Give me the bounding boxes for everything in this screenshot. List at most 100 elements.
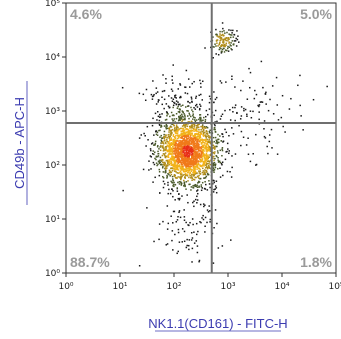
- event-dot: [300, 115, 302, 117]
- event-dot: [176, 129, 178, 131]
- event-dot: [177, 181, 179, 184]
- event-dot: [156, 91, 159, 93]
- event-dot: [183, 168, 185, 170]
- event-dot: [205, 115, 207, 118]
- event-dot: [184, 176, 186, 178]
- event-dot: [202, 130, 205, 132]
- event-dot: [253, 97, 256, 100]
- event-dot: [193, 140, 196, 143]
- event-dot: [214, 147, 216, 149]
- event-dot: [180, 116, 182, 118]
- event-dot: [170, 162, 173, 164]
- event-dot: [193, 179, 196, 181]
- event-dot: [189, 134, 192, 136]
- event-dot: [205, 143, 208, 145]
- event-dot: [220, 39, 222, 41]
- event-dot: [201, 165, 203, 167]
- event-dot: [222, 45, 225, 47]
- event-dot: [224, 128, 226, 131]
- event-dot: [184, 86, 187, 89]
- event-dot: [160, 163, 163, 166]
- event-dot: [178, 171, 181, 174]
- event-dot: [183, 173, 185, 176]
- event-dot: [175, 97, 177, 99]
- event-dot: [193, 130, 195, 132]
- event-dot: [171, 150, 173, 152]
- event-dot: [186, 109, 188, 112]
- event-dot: [209, 221, 211, 223]
- event-dot: [200, 184, 203, 186]
- event-dot: [187, 134, 189, 137]
- event-dot: [202, 139, 204, 141]
- event-dot: [187, 78, 190, 80]
- event-dot: [217, 159, 219, 161]
- event-dot: [175, 166, 177, 168]
- event-dot: [180, 167, 182, 169]
- event-dot: [162, 186, 165, 189]
- event-dot: [212, 157, 214, 160]
- event-dot: [155, 87, 158, 89]
- event-dot: [166, 164, 168, 166]
- event-dot: [188, 248, 190, 251]
- event-dot: [170, 138, 172, 140]
- event-dot: [200, 132, 202, 135]
- event-dot: [169, 129, 172, 132]
- event-dot: [213, 163, 215, 166]
- event-dot: [170, 215, 172, 217]
- event-dot: [194, 154, 196, 157]
- event-dot: [219, 30, 221, 33]
- event-dot: [218, 160, 221, 163]
- event-dot: [190, 106, 192, 109]
- event-dot: [214, 136, 217, 139]
- event-dot: [221, 147, 224, 149]
- event-dot: [230, 29, 232, 32]
- event-dot: [212, 36, 214, 38]
- event-dot: [228, 38, 230, 41]
- event-dot: [263, 128, 265, 130]
- event-dot: [198, 174, 200, 177]
- event-dot: [196, 165, 199, 167]
- event-dot: [181, 143, 184, 146]
- event-dot: [213, 101, 215, 104]
- event-dot: [179, 109, 181, 111]
- event-dot: [147, 139, 149, 141]
- event-dot: [172, 222, 174, 224]
- event-dot: [223, 43, 226, 46]
- event-dot: [188, 165, 190, 168]
- event-dot: [198, 167, 200, 170]
- event-dot: [150, 143, 153, 145]
- y-tick-label: 10⁵: [45, 0, 60, 9]
- event-dot: [169, 175, 171, 177]
- event-dot: [244, 108, 247, 111]
- event-dot: [213, 148, 216, 150]
- event-dot: [164, 170, 167, 172]
- event-dot: [175, 168, 177, 171]
- event-dot: [173, 167, 175, 170]
- event-dot: [222, 41, 224, 43]
- event-dot: [171, 239, 173, 242]
- event-dot: [191, 101, 193, 103]
- event-dot: [201, 149, 204, 152]
- event-dot: [183, 162, 186, 165]
- event-dot: [165, 125, 168, 127]
- event-dot: [196, 141, 198, 143]
- event-dot: [180, 165, 183, 167]
- event-dot: [184, 123, 187, 126]
- event-dot: [189, 154, 191, 156]
- event-dot: [176, 219, 179, 221]
- event-dot: [175, 112, 178, 115]
- event-dot: [182, 167, 184, 169]
- event-dot: [177, 156, 180, 159]
- event-dot: [232, 43, 235, 46]
- event-dot: [173, 156, 175, 158]
- event-dot: [195, 176, 197, 179]
- event-dot: [204, 156, 206, 158]
- event-dot: [290, 97, 292, 100]
- event-dot: [194, 155, 196, 158]
- event-dot: [252, 110, 254, 113]
- event-dot: [176, 140, 178, 142]
- event-dot: [158, 171, 161, 173]
- event-dot: [174, 129, 177, 131]
- event-dot: [183, 169, 185, 172]
- event-dot: [182, 141, 184, 144]
